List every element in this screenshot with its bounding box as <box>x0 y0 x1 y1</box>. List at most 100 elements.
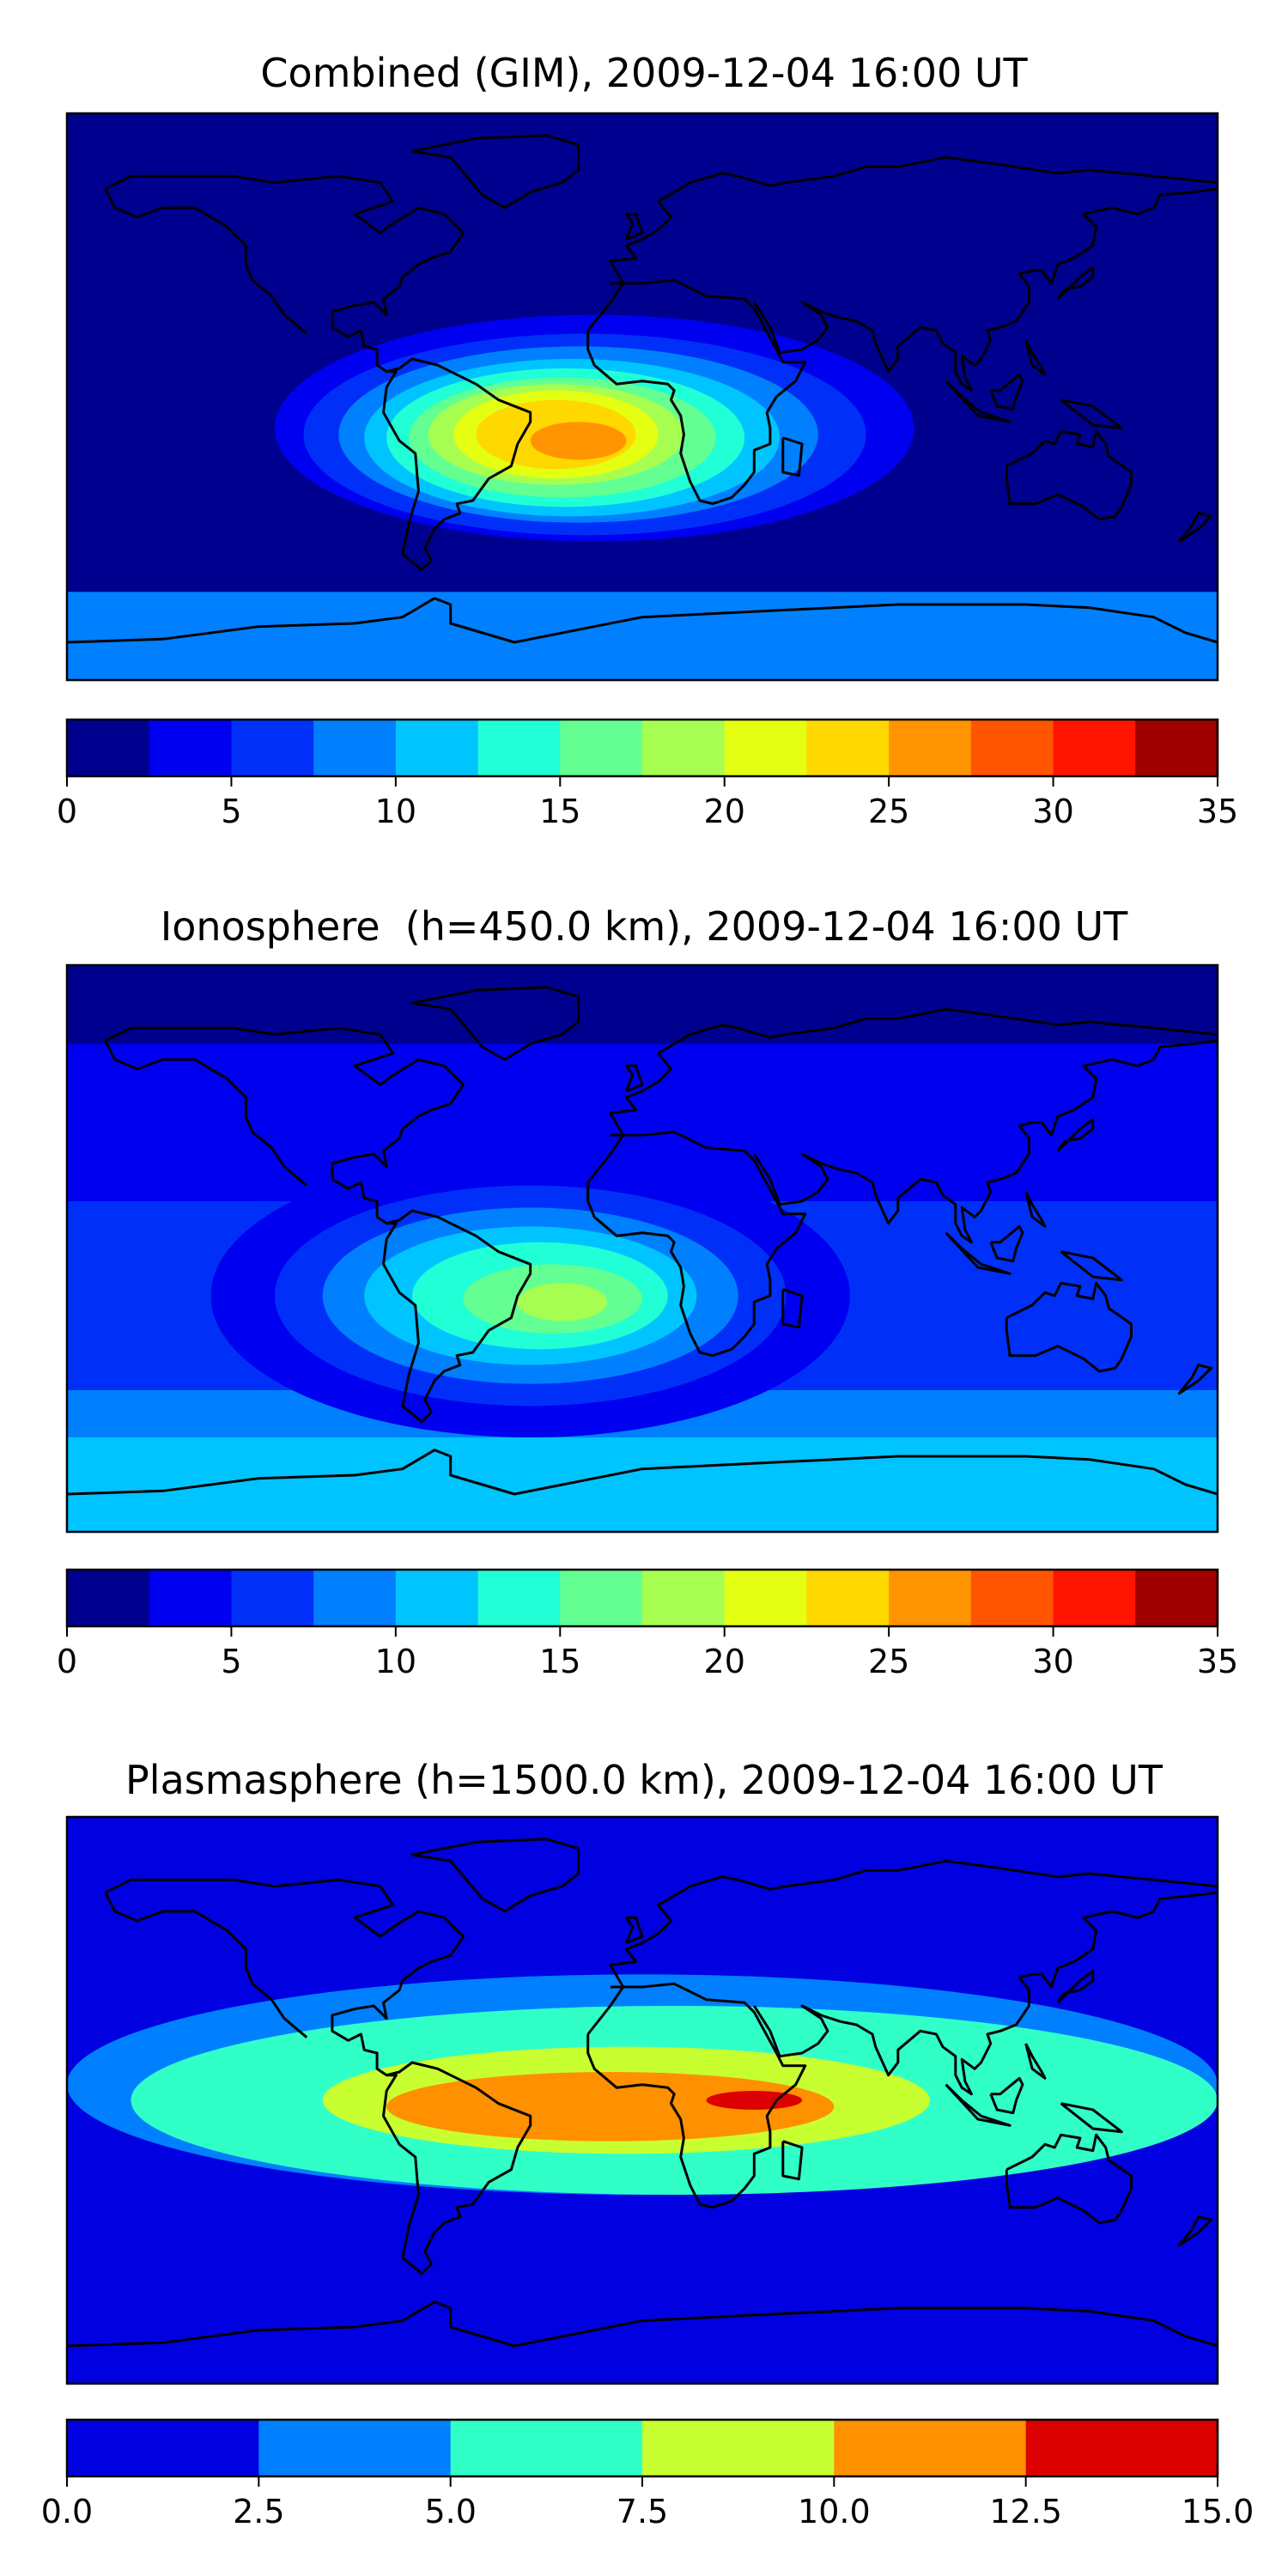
coastline <box>67 1449 1218 1496</box>
colorbar-tick-label: 15 <box>539 793 580 830</box>
colorbar-frame <box>65 718 1219 778</box>
coastline <box>781 1288 804 1329</box>
colorbar-tick-label: 25 <box>868 1643 909 1680</box>
map-2 <box>67 1817 1218 2384</box>
coastline <box>624 1916 644 1945</box>
coastline <box>989 1224 1024 1263</box>
colorbar-tick-label: 35 <box>1197 1643 1238 1680</box>
colorbar-tick-label: 7.5 <box>617 2493 668 2530</box>
coastline <box>945 2083 1012 2127</box>
colorbar-tick-label: 12.5 <box>989 2493 1062 2530</box>
combined-gim-title: Combined (GIM), 2009-12-04 16:00 UT <box>260 50 1028 96</box>
colorbar-segment <box>560 1570 643 1626</box>
colorbar-segment <box>477 1570 561 1626</box>
colorbar-segment <box>970 720 1054 776</box>
coastline <box>67 2300 1218 2348</box>
coastline <box>410 1838 580 1913</box>
coastline <box>1024 2043 1047 2080</box>
coastline <box>989 373 1024 411</box>
coastline <box>1060 2102 1123 2134</box>
colorbar-segment <box>450 2420 643 2476</box>
colorbar-segment <box>67 2420 259 2476</box>
colorbar-segment <box>642 720 726 776</box>
colorbar-tick-label: 35 <box>1197 793 1238 830</box>
colorbar-segment <box>395 1570 479 1626</box>
coastline <box>1060 1250 1123 1282</box>
coastline <box>753 187 1218 392</box>
contour-level <box>530 422 627 460</box>
coastline <box>781 436 804 477</box>
colorbar-tick-label: 5 <box>221 1643 241 1680</box>
coastline <box>105 174 532 572</box>
colorbar-segment <box>889 720 972 776</box>
contour-band <box>67 170 1218 208</box>
coastline <box>410 134 580 210</box>
coastline <box>781 2140 804 2181</box>
coastline <box>104 188 308 335</box>
map-frame <box>65 963 1219 1534</box>
coastline <box>67 597 1218 644</box>
coastline <box>586 1982 807 2209</box>
coastline <box>410 986 580 1061</box>
coastline <box>1056 266 1095 301</box>
colorbar-tick-label: 15 <box>539 1643 580 1680</box>
colorbar-segment <box>1025 2420 1218 2476</box>
colorbar-segment <box>1053 1570 1136 1626</box>
colorbar-tick-label: 20 <box>704 1643 745 1680</box>
colorbar-tick-label: 5 <box>221 793 241 830</box>
colorbar-segment <box>560 720 643 776</box>
colorbar-tick-label: 0 <box>57 793 77 830</box>
map-0 <box>67 113 1218 680</box>
colorbar-segment <box>642 2420 835 2476</box>
coastline <box>1056 1118 1095 1152</box>
coastline <box>586 1130 807 1358</box>
ionosphere-title: Ionosphere (h=450.0 km), 2009-12-04 16:0… <box>160 903 1128 950</box>
colorbar-segment <box>1053 720 1136 776</box>
map-1 <box>67 965 1218 1532</box>
plasmasphere-title: Plasmasphere (h=1500.0 km), 2009-12-04 1… <box>125 1757 1163 1803</box>
colorbar-segment <box>642 1570 726 1626</box>
colorbar-segment <box>395 720 479 776</box>
contour-level <box>386 2072 835 2142</box>
coastline <box>609 1007 1218 1137</box>
colorbar-segment <box>970 1570 1054 1626</box>
coastline <box>105 1026 532 1424</box>
colorbar-tick-label: 10.0 <box>798 2493 871 2530</box>
colorbar-segment <box>1135 720 1218 776</box>
colorbar-segment <box>834 2420 1027 2476</box>
colorbar-segment <box>806 1570 890 1626</box>
colorbar-tick-label: 0 <box>57 1643 77 1680</box>
coastline <box>1056 1970 1095 2004</box>
coastline <box>1005 1281 1133 1373</box>
coastline <box>753 1039 1218 1244</box>
colorbar-segment <box>1135 1570 1218 1626</box>
coastline <box>753 1891 1218 2096</box>
coastline <box>1060 398 1123 430</box>
coastline <box>1177 2215 1213 2247</box>
colorbar-segment <box>313 1570 397 1626</box>
colorbar-tick-label: 25 <box>868 793 909 830</box>
coastline <box>104 1892 308 2038</box>
coastline <box>1005 2133 1133 2225</box>
colorbar-segment <box>149 1570 232 1626</box>
colorbar-segment <box>724 1570 807 1626</box>
colorbar-tick-label: 30 <box>1032 793 1073 830</box>
coastline <box>105 1878 532 2275</box>
colorbar-segment <box>149 720 232 776</box>
colorbar-segment <box>889 1570 972 1626</box>
coastline <box>1005 429 1133 521</box>
coastline <box>624 212 644 241</box>
colorbar-segment <box>67 720 150 776</box>
colorbar-segment <box>231 1570 314 1626</box>
coastline <box>624 1064 644 1093</box>
colorbar-tick-label: 20 <box>704 793 745 830</box>
colorbar-tick-label: 2.5 <box>233 2493 284 2530</box>
map-frame <box>65 1815 1219 2385</box>
coastline <box>945 380 1012 423</box>
colorbar-segment <box>477 720 561 776</box>
colorbar-segment <box>313 720 397 776</box>
colorbar-tick-label: 10 <box>375 793 416 830</box>
colorbar-segment <box>724 720 807 776</box>
coastline <box>1024 1191 1047 1228</box>
contour-band <box>67 1437 1218 1532</box>
